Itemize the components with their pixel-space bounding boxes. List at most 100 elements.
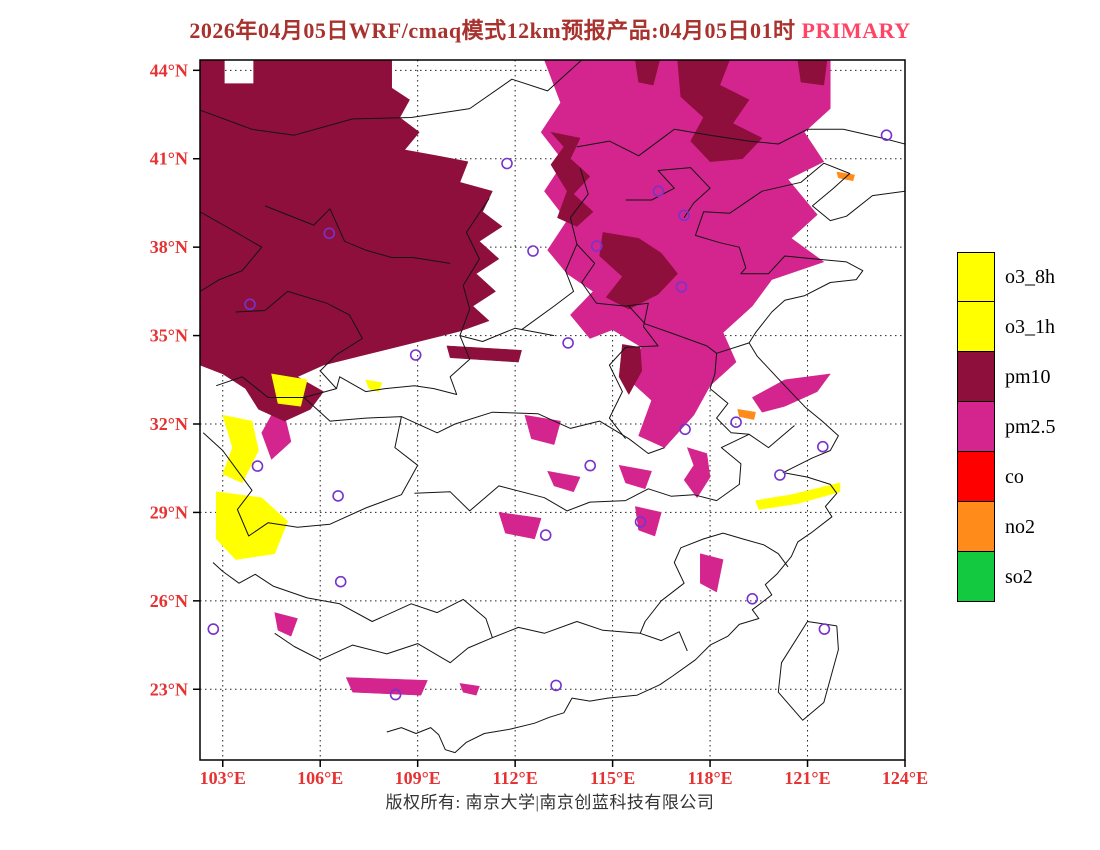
station-marker (774, 469, 786, 481)
province-boundary (722, 532, 789, 568)
legend-label-co: co (1005, 465, 1024, 488)
station-marker (562, 337, 574, 349)
station-marker (539, 529, 552, 541)
y-tick-label: 29°N (150, 502, 188, 522)
province-boundary (709, 353, 750, 435)
station-marker (746, 592, 759, 605)
station-marker (730, 416, 742, 429)
y-tick-label: 38°N (150, 237, 188, 257)
station-marker (323, 227, 336, 240)
legend-item-no2: no2 (957, 502, 1056, 552)
province-boundary (639, 532, 724, 634)
y-tick-label: 32°N (150, 414, 188, 434)
legend-swatch-pm10 (957, 352, 995, 402)
legend-label-o3-1h: o3_1h (1005, 315, 1055, 338)
map-layers (200, 60, 905, 760)
region-pm10 (635, 60, 660, 86)
province-boundary (576, 128, 905, 157)
province-boundary (492, 621, 688, 652)
region-o3_8h (365, 379, 383, 392)
station-marker (584, 459, 597, 472)
station-marker (634, 516, 647, 528)
pollutant-legend: o3_8h o3_1h pm10 pm2.5 co no2 so2 (957, 252, 1056, 602)
legend-label-no2: no2 (1005, 515, 1035, 538)
station-marker (590, 240, 603, 252)
legend-swatch-o3-1h (957, 302, 995, 352)
x-tick-label: 106°E (297, 768, 343, 788)
y-tick-label: 44°N (150, 60, 188, 80)
x-tick-label: 118°E (687, 768, 732, 788)
region-pm2.5 (635, 506, 662, 537)
region-no2 (836, 171, 855, 182)
province-boundary (264, 205, 451, 264)
region-o3_8h (271, 373, 308, 407)
title-highlight: PRIMARY (801, 18, 911, 43)
x-tick-label: 115°E (590, 768, 635, 788)
legend-item-o3-8h: o3_8h (957, 252, 1056, 302)
region-o3_8h (755, 482, 841, 510)
station-marker (678, 209, 690, 222)
region-pm10 (550, 131, 594, 227)
station-marker (207, 623, 220, 635)
copyright-footer: 版权所有: 南京大学|南京创蓝科技有限公司 (385, 793, 715, 812)
province-boundary (521, 167, 589, 331)
legend-item-co: co (957, 452, 1056, 502)
region-pm10 (797, 60, 828, 86)
province-boundary (576, 243, 597, 304)
province-boundary (625, 167, 711, 218)
legend-label-pm2-5: pm2.5 (1005, 415, 1056, 438)
region-pm10 (599, 232, 678, 310)
station-marker (550, 679, 562, 692)
station-marker (816, 440, 829, 453)
legend-item-pm2-5: pm2.5 (957, 402, 1056, 452)
x-tick-label: 103°E (200, 768, 246, 788)
page-title: 2026年04月05日WRF/cmaq模式12km预报产品:04月05日01时 … (0, 13, 1100, 45)
legend-swatch-no2 (957, 502, 995, 552)
region-o3_8h (215, 491, 288, 560)
x-tick-label: 121°E (784, 768, 830, 788)
region-pm10 (446, 345, 522, 363)
y-tick-label: 26°N (150, 591, 188, 611)
station-marker (501, 157, 513, 170)
station-marker (389, 688, 402, 701)
region-pm2.5 (700, 553, 724, 593)
legend-swatch-pm2-5 (957, 402, 995, 452)
province-boundary (596, 302, 659, 440)
region-pm2.5 (345, 677, 428, 696)
province-boundary (202, 397, 419, 537)
legend-swatch-o3-8h (957, 252, 995, 302)
province-boundary (216, 290, 363, 398)
map-frame (199, 59, 906, 761)
region-pm10 (200, 60, 503, 422)
province-boundary (459, 198, 555, 342)
region-pm2.5 (498, 512, 542, 540)
station-marker (334, 575, 347, 588)
station-marker (244, 298, 256, 311)
region-no2 (737, 408, 756, 420)
region-pm2.5 (524, 414, 561, 445)
province-boundary (212, 562, 274, 587)
province-boundary (274, 632, 493, 664)
region-pm2.5 (618, 464, 652, 490)
legend-label-o3-8h: o3_8h (1005, 265, 1055, 288)
legend-swatch-so2 (957, 552, 995, 602)
province-boundary (200, 211, 263, 292)
province-boundary (628, 305, 750, 354)
station-marker (880, 129, 893, 141)
region-pm10 (677, 60, 763, 162)
legend-swatch-co (957, 452, 995, 502)
station-marker (818, 623, 831, 635)
y-tick-label: 23°N (150, 679, 188, 699)
region-pm2.5 (540, 60, 831, 448)
y-tick-label: 35°N (150, 326, 188, 346)
province-boundary (401, 411, 665, 454)
station-marker (527, 245, 539, 257)
x-tick-label: 109°E (395, 768, 441, 788)
x-tick-label: 124°E (882, 768, 928, 788)
station-marker (332, 490, 344, 502)
province-boundary (625, 425, 795, 502)
station-marker (675, 281, 688, 293)
region-pm2.5 (547, 470, 581, 493)
legend-label-pm10: pm10 (1005, 365, 1051, 388)
legend-item-pm10: pm10 (957, 352, 1056, 402)
